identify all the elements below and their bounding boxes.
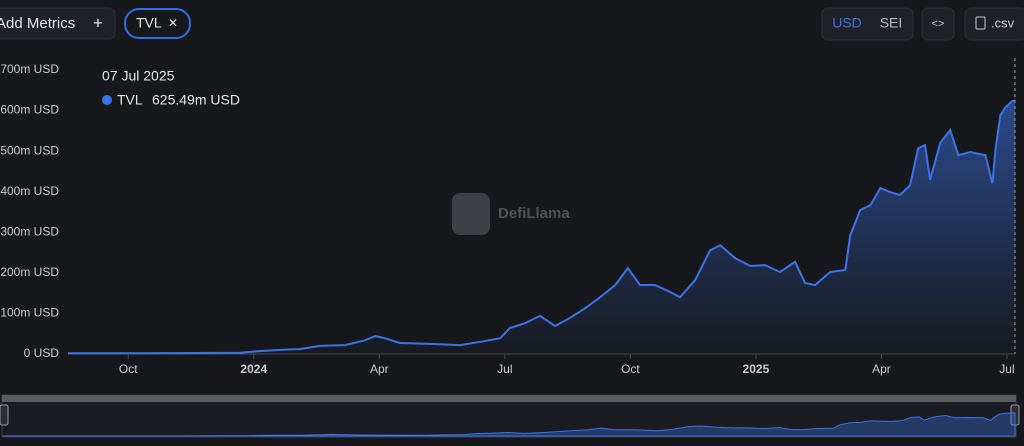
x-tick-label: Oct [621, 362, 640, 376]
y-tick-label: 100m USD [0, 306, 59, 320]
currency-option[interactable]: USD [832, 15, 862, 31]
add-metrics-button[interactable] [0, 7, 116, 40]
navigator-area [2, 412, 1016, 437]
currency-option[interactable]: SEI [880, 15, 903, 31]
y-tick-label: 300m USD [0, 224, 59, 238]
embed-icon: <> [932, 18, 945, 30]
watermark: DefiLlama [452, 193, 570, 235]
tooltip-date: 07 Jul 2025 [102, 68, 175, 84]
csv-button[interactable] [964, 7, 1024, 41]
metric-pill-label: TVL [136, 15, 162, 31]
x-tick-label: 2024 [240, 362, 267, 376]
area [68, 100, 1015, 354]
y-tick-label: 500m USD [0, 143, 59, 157]
csv-label: .csv [991, 15, 1015, 30]
metric-pill[interactable] [124, 8, 191, 39]
x-tick-label: Apr [370, 362, 389, 376]
tooltip-series: TVL [117, 92, 143, 108]
x-tick-label: 2025 [743, 362, 770, 376]
line [68, 99, 1016, 355]
add-icon: + [93, 13, 103, 32]
watermark-text: DefiLlama [498, 205, 570, 222]
x-tick-label: Oct [119, 362, 138, 376]
x-tick-label: Apr [872, 362, 891, 376]
x-tick-label: Jul [999, 362, 1014, 376]
brush-bar[interactable] [2, 395, 1016, 402]
remove-icon[interactable]: ✕ [168, 16, 178, 30]
brush-handle[interactable] [0, 404, 9, 426]
tooltip-value: 625.49m USD [152, 92, 240, 108]
tooltip-dot [102, 95, 112, 105]
y-tick-label: 400m USD [0, 184, 59, 198]
y-tick-label: 700m USD [0, 62, 59, 76]
add-metrics-label: Add Metrics [0, 15, 75, 32]
currency-toggle [821, 7, 914, 41]
y-tick-label: 0 USD [24, 346, 60, 360]
file-icon [975, 16, 986, 30]
x-tick-label: Jul [497, 362, 512, 376]
y-tick-label: 600m USD [0, 103, 59, 117]
embed-button[interactable] [921, 7, 955, 41]
y-tick-label: 200m USD [0, 265, 59, 279]
